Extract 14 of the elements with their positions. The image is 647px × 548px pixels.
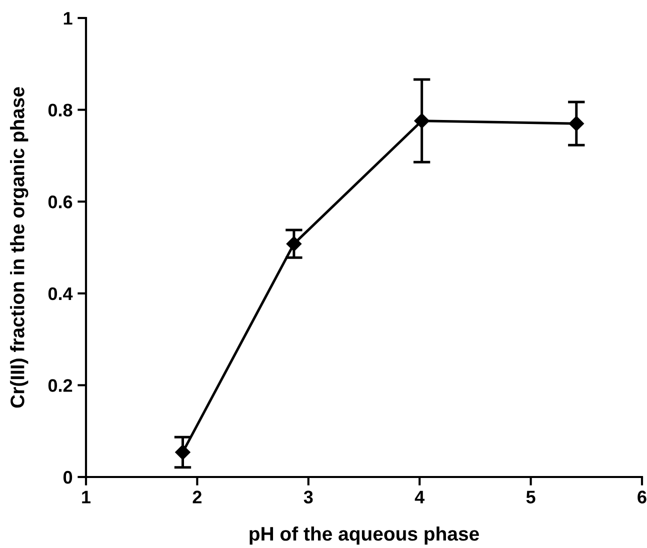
y-axis-title: Cr(III) fraction in the organic phase bbox=[10, 87, 28, 408]
y-tick-label: 0.4 bbox=[48, 287, 73, 300]
y-tick-label: 0.6 bbox=[48, 196, 72, 208]
x-axis-title: pH of the aqueous phase bbox=[250, 526, 479, 545]
x-tick-label: 5 bbox=[526, 490, 536, 504]
y-tick-label: 0 bbox=[63, 470, 72, 484]
y-tick-label: 0.8 bbox=[48, 104, 72, 117]
x-tick-label: 4 bbox=[414, 490, 425, 504]
y-tick-label: 0.2 bbox=[48, 379, 72, 392]
y-tick-label: 1 bbox=[64, 12, 72, 25]
x-tick-label: 2 bbox=[192, 490, 202, 504]
x-tick-label: 6 bbox=[638, 490, 646, 504]
x-tick-label: 1 bbox=[82, 490, 91, 504]
x-tick-label: 3 bbox=[304, 490, 313, 504]
